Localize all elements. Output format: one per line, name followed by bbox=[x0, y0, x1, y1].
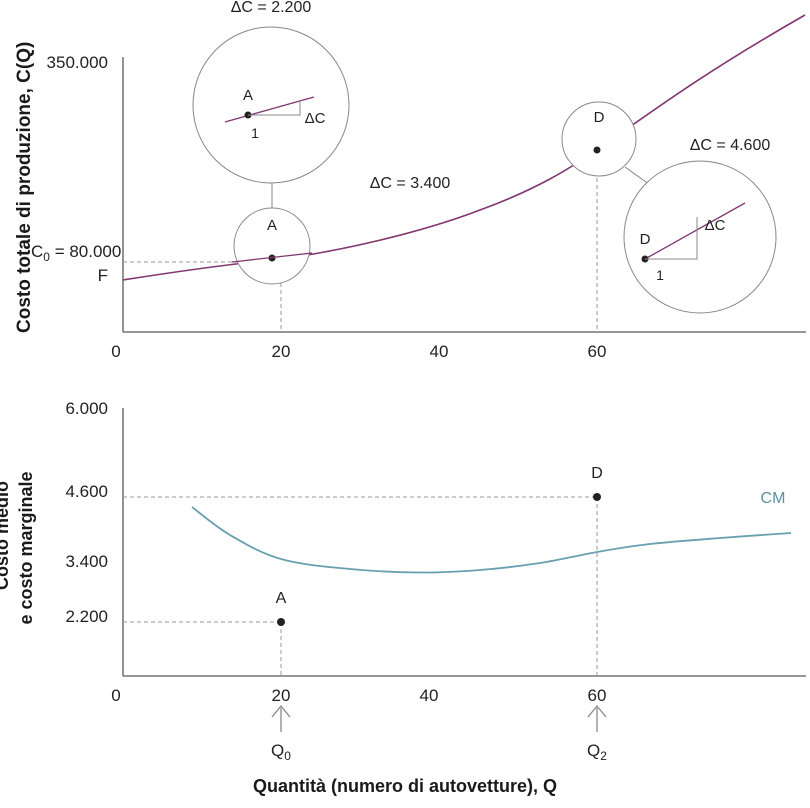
svg-text:1: 1 bbox=[251, 125, 259, 141]
svg-text:Costo totale di produzione, C(: Costo totale di produzione, C(Q) bbox=[14, 42, 35, 333]
svg-text:CM: CM bbox=[761, 490, 786, 507]
svg-text:A: A bbox=[267, 217, 277, 234]
svg-text:F: F bbox=[98, 266, 108, 285]
svg-text:2.200: 2.200 bbox=[65, 607, 108, 626]
svg-text:6.000: 6.000 bbox=[65, 399, 108, 418]
svg-text:ΔC = 4.600: ΔC = 4.600 bbox=[690, 137, 771, 154]
svg-text:ΔC: ΔC bbox=[305, 110, 326, 127]
svg-text:40: 40 bbox=[430, 342, 449, 361]
svg-text:D: D bbox=[594, 109, 605, 126]
svg-text:D: D bbox=[640, 231, 651, 248]
svg-text:D: D bbox=[591, 465, 603, 482]
svg-text:ΔC: ΔC bbox=[705, 217, 726, 234]
svg-text:A: A bbox=[276, 590, 287, 607]
svg-text:Costo medio: Costo medio bbox=[0, 481, 12, 590]
svg-text:350.000: 350.000 bbox=[47, 53, 108, 72]
svg-text:A: A bbox=[243, 87, 253, 104]
svg-text:20: 20 bbox=[272, 342, 291, 361]
svg-text:20: 20 bbox=[272, 686, 291, 705]
svg-text:3.400: 3.400 bbox=[65, 552, 108, 571]
svg-text:ΔC = 2.200: ΔC = 2.200 bbox=[231, 0, 312, 16]
svg-text:1: 1 bbox=[656, 267, 664, 283]
svg-text:4.600: 4.600 bbox=[65, 482, 108, 501]
svg-text:60: 60 bbox=[588, 342, 607, 361]
svg-text:0: 0 bbox=[111, 342, 120, 361]
svg-text:ΔC = 3.400: ΔC = 3.400 bbox=[370, 175, 451, 192]
svg-text:0: 0 bbox=[111, 686, 120, 705]
svg-text:e costo marginale: e costo marginale bbox=[16, 471, 36, 624]
svg-text:40: 40 bbox=[420, 686, 439, 705]
svg-text:Quantità (numero di autovettur: Quantità (numero di autovetture), Q bbox=[253, 776, 557, 796]
svg-text:60: 60 bbox=[588, 686, 607, 705]
